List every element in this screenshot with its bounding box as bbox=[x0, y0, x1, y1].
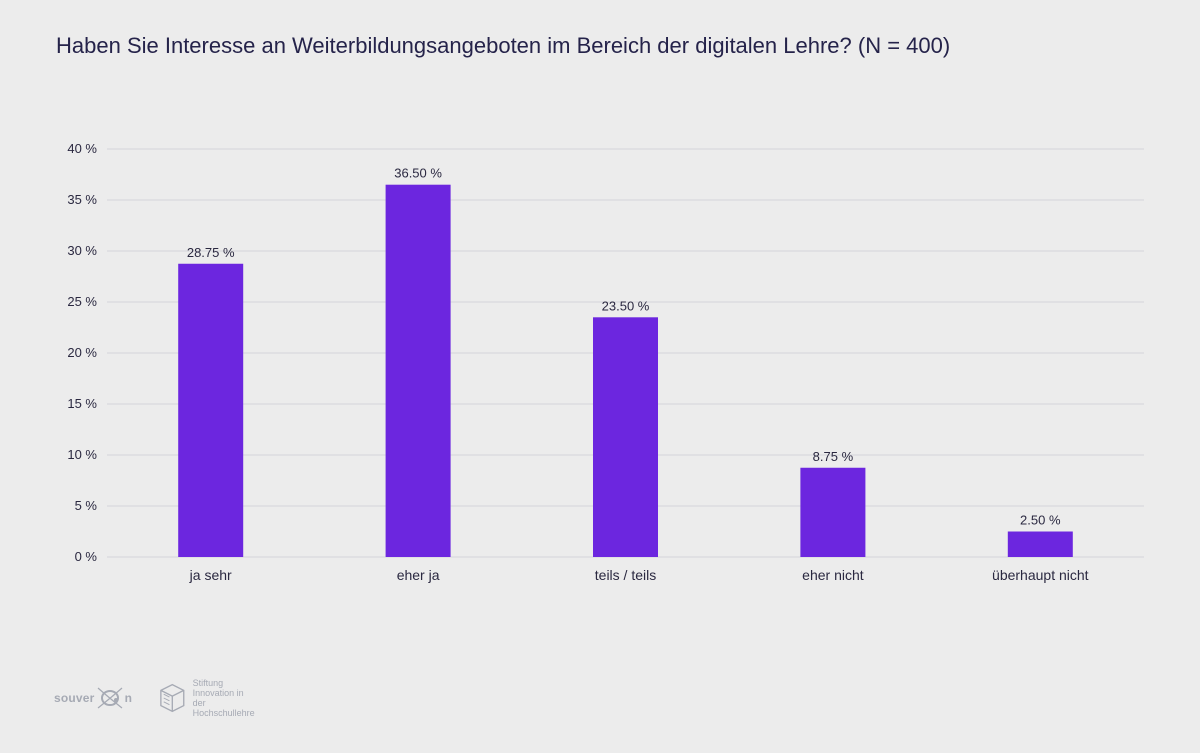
category-label-2: eher ja bbox=[397, 567, 440, 583]
chart-title: Haben Sie Interesse an Weiterbildungsang… bbox=[56, 33, 951, 58]
y-tick-label-35: 35 % bbox=[67, 192, 97, 207]
bars bbox=[178, 184, 1073, 557]
stiftung-logo: Stiftung Innovation in der Hochschullehr… bbox=[158, 678, 256, 718]
y-tick-label-30: 30 % bbox=[67, 243, 97, 258]
data-label-4: 8.75 % bbox=[813, 449, 854, 464]
y-tick-label-0: 0 % bbox=[75, 549, 98, 564]
y-tick-label-15: 15 % bbox=[67, 396, 97, 411]
category-label-3: teils / teils bbox=[595, 567, 656, 583]
y-tick-label-40: 40 % bbox=[67, 141, 97, 156]
y-tick-label-20: 20 % bbox=[67, 345, 97, 360]
bar-5 bbox=[1007, 531, 1073, 557]
data-label-2: 36.50 % bbox=[394, 166, 442, 181]
data-labels: 28.75 % 36.50 % 23.50 % 8.75 % 2.50 % bbox=[187, 166, 1061, 528]
stiftung-logo-text: Stiftung Innovation in der Hochschullehr… bbox=[193, 678, 256, 718]
category-label-1: ja sehr bbox=[189, 567, 232, 583]
y-tick-label-10: 10 % bbox=[67, 447, 97, 462]
category-label-4: eher nicht bbox=[802, 567, 864, 583]
stiftung-logo-line-2: Innovation in der bbox=[192, 688, 244, 708]
data-label-1: 28.75 % bbox=[187, 245, 235, 260]
souveran-logo-emblem-icon bbox=[97, 687, 122, 709]
x-axis-category-labels: ja sehr eher ja teils / teils eher nicht übe… bbox=[189, 567, 1089, 583]
data-label-5: 2.50 % bbox=[1020, 513, 1061, 528]
bar-4 bbox=[800, 467, 866, 557]
category-label-5: überhaupt nicht bbox=[992, 567, 1089, 583]
souveran-logo-text-start: souver bbox=[54, 691, 95, 705]
bar-2 bbox=[385, 184, 451, 557]
bar-3 bbox=[593, 317, 658, 557]
y-tick-label-25: 25 % bbox=[67, 294, 97, 309]
data-label-3: 23.50 % bbox=[602, 298, 650, 313]
stiftung-cube-icon bbox=[160, 683, 185, 713]
y-tick-label-5: 5 % bbox=[75, 498, 98, 513]
stiftung-logo-line-3: Hochschullehre bbox=[192, 708, 255, 718]
souveran-logo-text-end: n bbox=[124, 691, 133, 705]
bar-1 bbox=[178, 263, 244, 557]
stiftung-logo-line-1: Stiftung bbox=[192, 678, 224, 688]
souveran-logo: souver n bbox=[54, 680, 132, 716]
y-axis-tick-labels: 0 % 5 % 10 % 15 % 20 % 25 % 30 % 35 % 40 % bbox=[67, 141, 97, 564]
